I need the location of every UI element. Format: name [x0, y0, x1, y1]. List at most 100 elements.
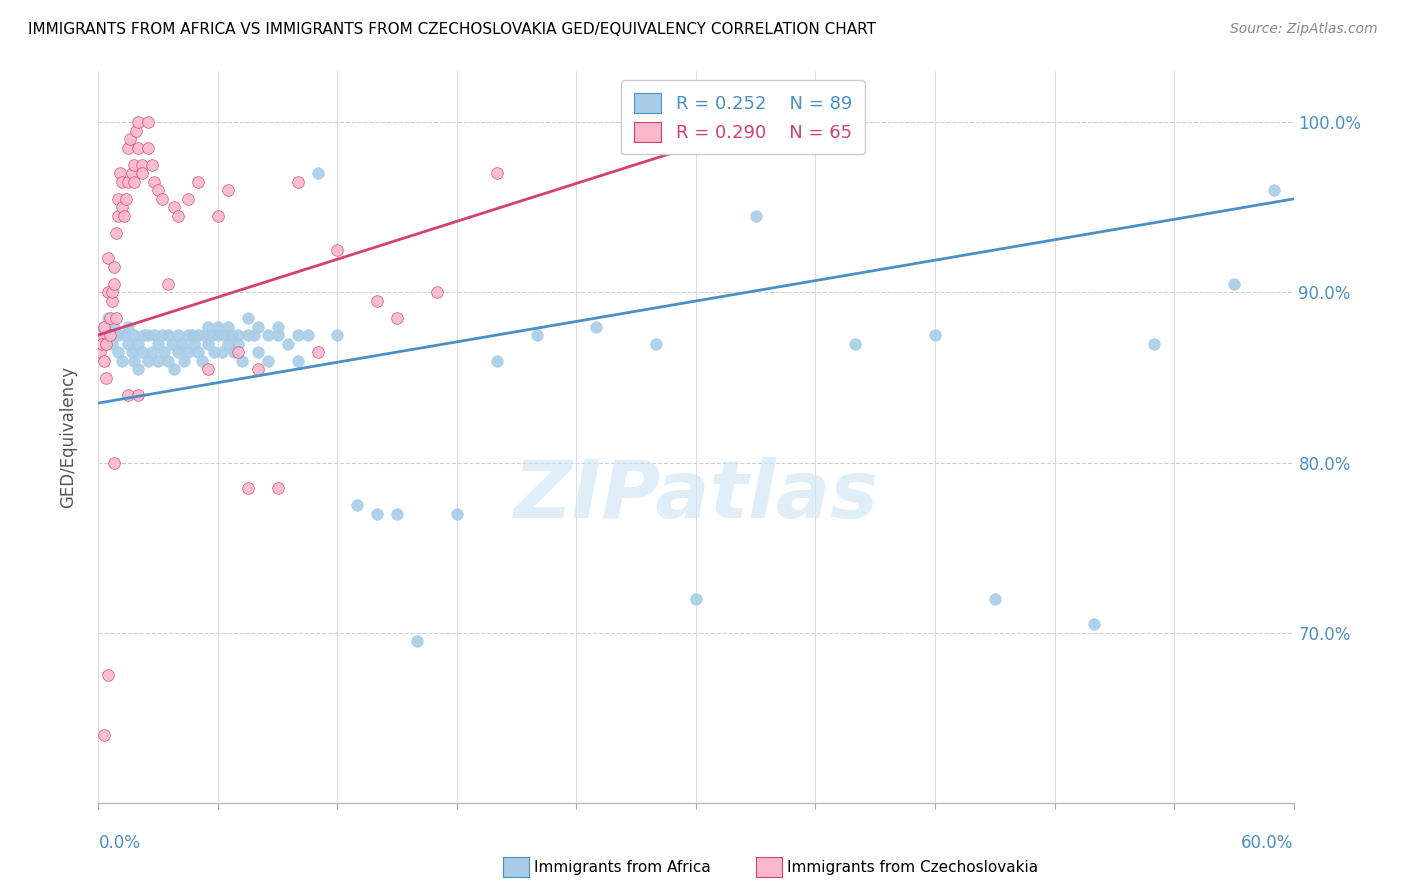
- Point: [127, 141, 149, 155]
- Point: [103, 456, 125, 470]
- Point: [326, 328, 349, 343]
- Point: [526, 328, 548, 343]
- Point: [111, 201, 134, 215]
- Point: [1263, 183, 1285, 197]
- Point: [924, 328, 946, 343]
- Point: [426, 285, 449, 300]
- Point: [97, 285, 120, 300]
- Point: [277, 336, 299, 351]
- Point: [172, 336, 194, 351]
- Point: [111, 175, 134, 189]
- Point: [193, 328, 215, 343]
- Point: [150, 192, 173, 206]
- Point: [297, 328, 319, 343]
- Point: [124, 158, 146, 172]
- Point: [307, 166, 329, 180]
- Point: [157, 328, 180, 343]
- Point: [136, 115, 159, 129]
- Point: [103, 277, 125, 291]
- Point: [844, 336, 866, 351]
- Point: [110, 166, 132, 180]
- Point: [105, 311, 128, 326]
- Point: [207, 328, 229, 343]
- Point: [93, 319, 115, 334]
- Y-axis label: GED/Equivalency: GED/Equivalency: [59, 366, 77, 508]
- Point: [197, 362, 219, 376]
- Point: [93, 353, 115, 368]
- Point: [207, 319, 229, 334]
- Point: [246, 345, 269, 359]
- Point: [157, 277, 180, 291]
- Point: [103, 319, 125, 334]
- Text: 0.0%: 0.0%: [98, 834, 141, 852]
- Point: [96, 370, 118, 384]
- Point: [231, 353, 253, 368]
- Point: [446, 507, 468, 521]
- Text: Source: ZipAtlas.com: Source: ZipAtlas.com: [1230, 22, 1378, 37]
- Point: [181, 328, 204, 343]
- Point: [217, 183, 239, 197]
- Point: [207, 209, 229, 223]
- Point: [96, 336, 118, 351]
- Point: [107, 328, 129, 343]
- Point: [177, 345, 200, 359]
- Point: [125, 124, 148, 138]
- Point: [100, 311, 122, 326]
- Point: [131, 158, 153, 172]
- Point: [136, 353, 159, 368]
- Point: [107, 345, 129, 359]
- Point: [346, 498, 368, 512]
- Point: [385, 311, 409, 326]
- Point: [124, 175, 146, 189]
- Point: [287, 353, 309, 368]
- Point: [226, 328, 249, 343]
- Point: [202, 345, 225, 359]
- Point: [585, 319, 607, 334]
- Point: [191, 353, 214, 368]
- Point: [217, 336, 239, 351]
- Point: [217, 319, 239, 334]
- Point: [97, 311, 120, 326]
- Point: [124, 353, 146, 368]
- Point: [221, 328, 243, 343]
- Point: [150, 328, 173, 343]
- Point: [163, 362, 186, 376]
- Point: [117, 336, 139, 351]
- Point: [984, 591, 1007, 606]
- Point: [117, 175, 139, 189]
- Point: [1083, 617, 1105, 632]
- Point: [97, 668, 120, 682]
- Point: [685, 591, 707, 606]
- Point: [117, 319, 139, 334]
- Point: [115, 192, 138, 206]
- Point: [127, 115, 149, 129]
- Point: [100, 328, 122, 343]
- Point: [187, 345, 209, 359]
- Point: [645, 336, 668, 351]
- Point: [256, 353, 278, 368]
- Point: [143, 175, 166, 189]
- Point: [107, 192, 129, 206]
- Point: [197, 336, 219, 351]
- Point: [107, 209, 129, 223]
- Point: [485, 353, 508, 368]
- Point: [136, 328, 159, 343]
- Point: [143, 328, 166, 343]
- Point: [127, 387, 149, 401]
- Point: [97, 252, 120, 266]
- Point: [136, 141, 159, 155]
- Point: [93, 328, 115, 343]
- Legend: R = 0.252    N = 89, R = 0.290    N = 65: R = 0.252 N = 89, R = 0.290 N = 65: [621, 80, 865, 154]
- Point: [287, 328, 309, 343]
- Point: [211, 345, 233, 359]
- Point: [153, 345, 176, 359]
- Point: [226, 336, 249, 351]
- Point: [121, 345, 143, 359]
- Point: [177, 192, 200, 206]
- Point: [197, 319, 219, 334]
- Point: [183, 336, 205, 351]
- Point: [1222, 277, 1246, 291]
- Point: [117, 141, 139, 155]
- Point: [366, 293, 388, 308]
- Text: Immigrants from Czechoslovakia: Immigrants from Czechoslovakia: [787, 860, 1039, 874]
